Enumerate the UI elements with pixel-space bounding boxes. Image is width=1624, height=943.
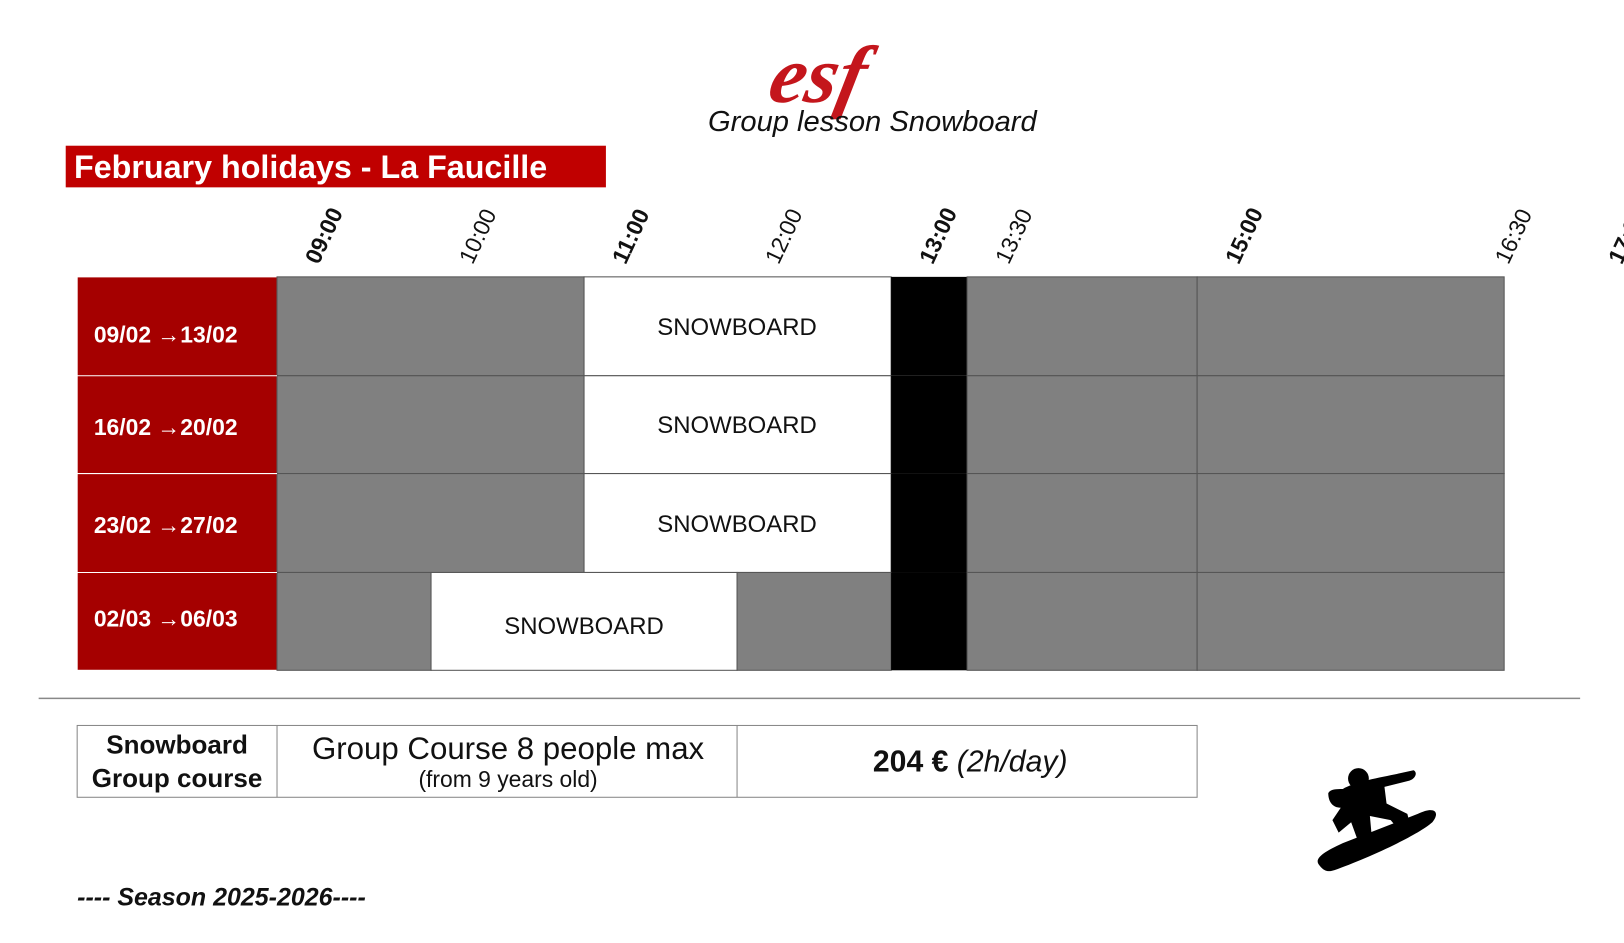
price: 204 € [873, 745, 949, 778]
time-label: 17:00 [1603, 204, 1624, 268]
course-name: Snowboard [106, 730, 248, 760]
free-slot [276, 571, 432, 671]
time-label: 10:00 [454, 205, 502, 268]
lesson-slot [430, 571, 738, 671]
lesson-label: SNOWBOARD [657, 314, 817, 341]
pricing-table: Snowboard Group course Group Course 8 pe… [76, 724, 1198, 798]
time-label: 16:30 [1489, 205, 1537, 268]
row-labels: 09/02 →13/02 16/02 →20/02 23/02 →27/02 0… [94, 314, 817, 640]
lesson-label: SNOWBOARD [657, 511, 817, 538]
course-description: Group Course 8 people max [312, 731, 705, 766]
lesson-slot [583, 375, 892, 475]
free-slot [966, 571, 1198, 671]
row-dates: 23/02 →27/02 [94, 512, 238, 538]
subtitle: Group lesson Snowboard [708, 106, 1037, 138]
lunch-slot [891, 572, 968, 671]
schedule-grid [76, 276, 1505, 671]
free-slot [966, 276, 1198, 377]
snowboarder-icon [1317, 768, 1437, 872]
row-dates: 09/02 →13/02 [94, 321, 238, 347]
banner: February holidays - La Faucille [74, 149, 547, 185]
row-dates: 02/03 →06/03 [94, 606, 238, 632]
row [276, 571, 1505, 671]
time-label: 12:00 [760, 205, 808, 268]
free-slot [276, 375, 585, 475]
free-slot [1196, 571, 1505, 671]
lesson-label: SNOWBOARD [504, 613, 664, 640]
price-line: 204 € (2h/day) [873, 745, 1068, 778]
lesson-slot [583, 473, 892, 573]
free-slot [1196, 276, 1505, 377]
free-slot [1196, 375, 1505, 475]
time-label: 13:30 [990, 205, 1038, 268]
duration: (2h/day) [957, 745, 1068, 778]
course-age: (from 9 years old) [418, 766, 597, 792]
course-name: Group course [92, 763, 263, 793]
free-slot [1196, 473, 1505, 573]
free-slot [276, 473, 585, 573]
lesson-label: SNOWBOARD [657, 412, 817, 439]
time-label: 11:00 [607, 205, 655, 268]
lunch-slot [891, 473, 968, 573]
free-slot [276, 276, 585, 377]
free-slot [966, 473, 1198, 573]
free-slot [736, 571, 892, 671]
row [276, 375, 1505, 475]
lesson-slot [583, 276, 892, 377]
free-slot [966, 375, 1198, 475]
pricing-border [76, 724, 1198, 798]
row-dates: 16/02 →20/02 [94, 414, 238, 440]
banner-bg [65, 145, 606, 188]
time-label: 13:00 [914, 204, 962, 268]
row [276, 473, 1505, 573]
time-headers: 09:00 10:00 11:00 12:00 13:00 13:30 15:00 16:30… [300, 204, 1624, 268]
lunch-slot [891, 375, 968, 474]
row [276, 276, 1505, 377]
time-label: 09:00 [300, 204, 348, 268]
footer: ---- Season 2025-2026---- [77, 884, 366, 912]
lunch-slot [891, 276, 968, 376]
time-label: 15:00 [1220, 204, 1268, 268]
